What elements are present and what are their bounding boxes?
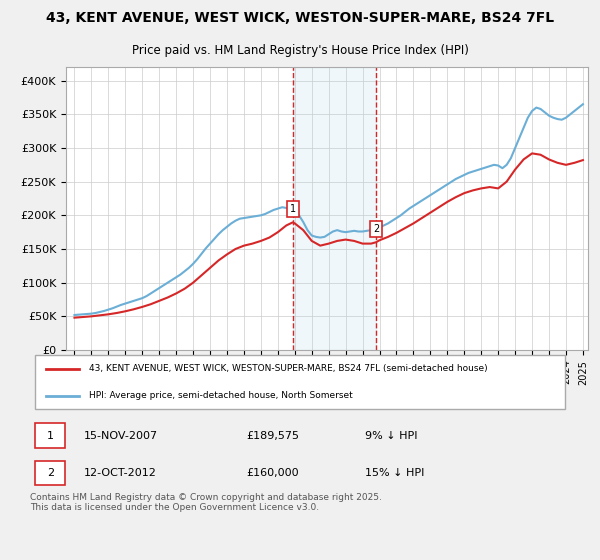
- Bar: [35, 423, 65, 447]
- Text: 15-NOV-2007: 15-NOV-2007: [84, 431, 158, 441]
- Text: 2: 2: [47, 468, 54, 478]
- Text: 2: 2: [373, 224, 379, 234]
- Text: £160,000: £160,000: [246, 468, 299, 478]
- Text: 1: 1: [47, 431, 54, 441]
- Text: 15% ↓ HPI: 15% ↓ HPI: [365, 468, 424, 478]
- Text: 43, KENT AVENUE, WEST WICK, WESTON-SUPER-MARE, BS24 7FL (semi-detached house): 43, KENT AVENUE, WEST WICK, WESTON-SUPER…: [89, 364, 488, 373]
- Text: Price paid vs. HM Land Registry's House Price Index (HPI): Price paid vs. HM Land Registry's House …: [131, 44, 469, 57]
- Text: HPI: Average price, semi-detached house, North Somerset: HPI: Average price, semi-detached house,…: [89, 391, 353, 400]
- Bar: [35, 461, 65, 486]
- Text: 9% ↓ HPI: 9% ↓ HPI: [365, 431, 418, 441]
- Text: Contains HM Land Registry data © Crown copyright and database right 2025.
This d: Contains HM Land Registry data © Crown c…: [30, 493, 382, 512]
- Text: £189,575: £189,575: [246, 431, 299, 441]
- Text: 12-OCT-2012: 12-OCT-2012: [84, 468, 157, 478]
- Bar: [293, 67, 376, 350]
- Text: 1: 1: [290, 204, 296, 214]
- Text: 43, KENT AVENUE, WEST WICK, WESTON-SUPER-MARE, BS24 7FL: 43, KENT AVENUE, WEST WICK, WESTON-SUPER…: [46, 11, 554, 25]
